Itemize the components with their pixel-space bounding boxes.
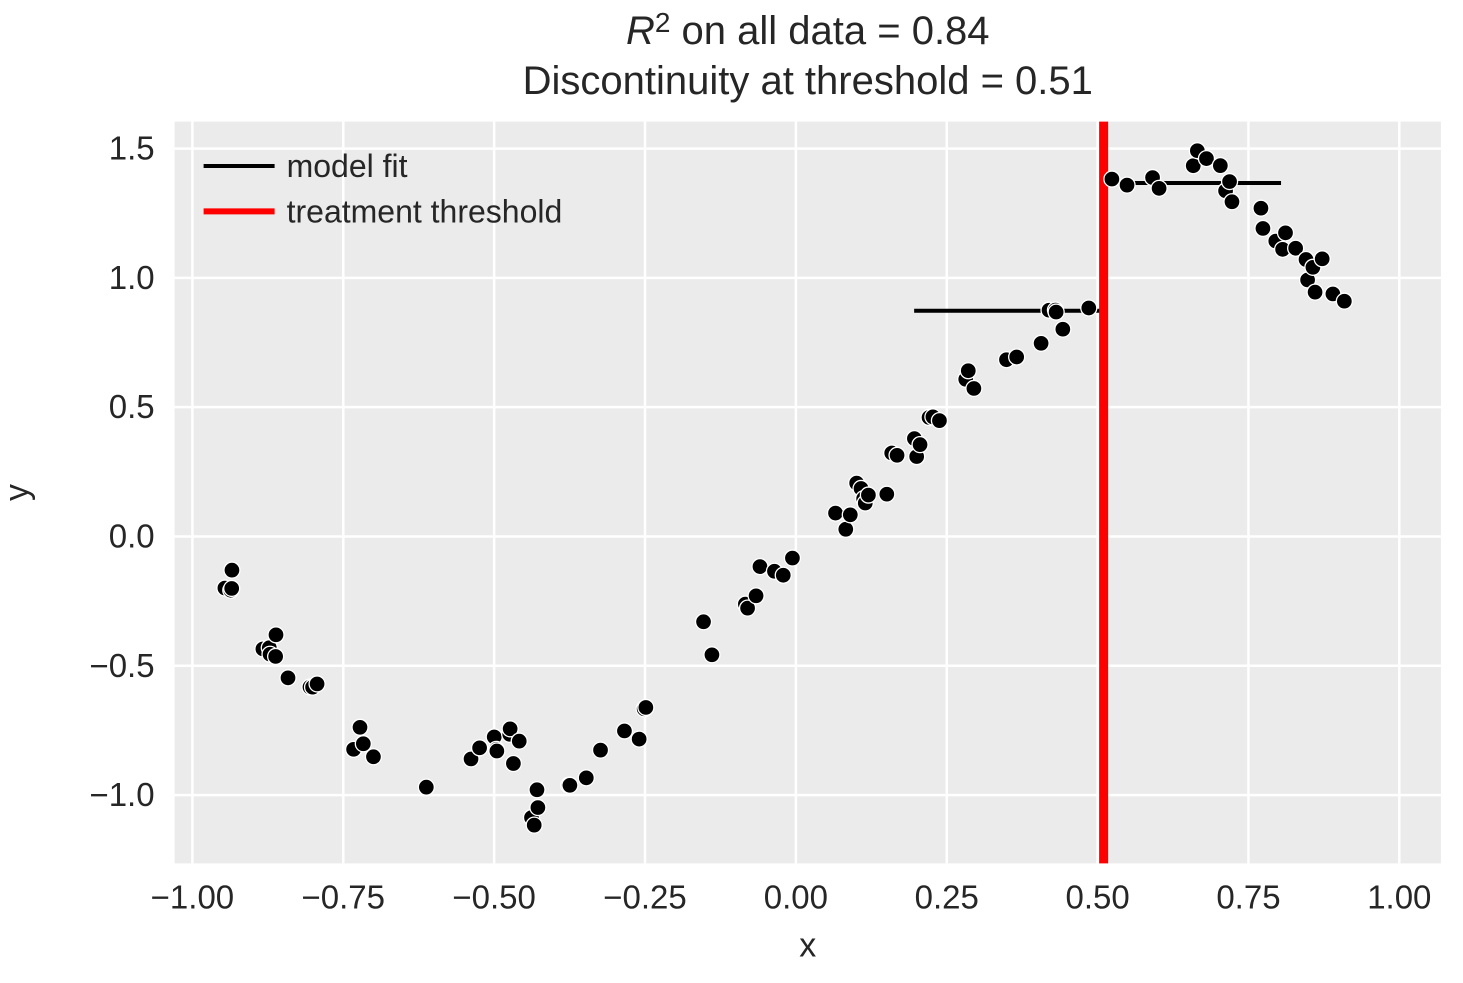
svg-text:0.00: 0.00 <box>764 878 828 915</box>
svg-text:x: x <box>799 926 816 964</box>
svg-text:−0.5: −0.5 <box>89 647 154 684</box>
svg-text:Discontinuity at threshold = 0: Discontinuity at threshold = 0.51 <box>523 59 1093 103</box>
svg-text:0.25: 0.25 <box>915 878 979 915</box>
svg-text:−0.25: −0.25 <box>603 878 687 915</box>
svg-text:1.00: 1.00 <box>1367 878 1431 915</box>
svg-text:1.5: 1.5 <box>109 130 155 167</box>
svg-text:0.75: 0.75 <box>1216 878 1280 915</box>
svg-text:0.50: 0.50 <box>1065 878 1129 915</box>
svg-text:0.0: 0.0 <box>109 517 155 554</box>
svg-text:−1.00: −1.00 <box>151 878 235 915</box>
svg-text:model fit: model fit <box>287 148 408 184</box>
svg-text:−0.75: −0.75 <box>302 878 386 915</box>
svg-text:−0.50: −0.50 <box>452 878 536 915</box>
svg-text:−1.0: −1.0 <box>89 776 154 813</box>
svg-text:treatment threshold: treatment threshold <box>287 193 563 229</box>
svg-text:1.0: 1.0 <box>109 259 155 296</box>
svg-text:0.5: 0.5 <box>109 388 155 425</box>
svg-text:y: y <box>0 484 36 501</box>
svg-text:R2 on all data = 0.84: R2 on all data = 0.84 <box>626 7 990 53</box>
